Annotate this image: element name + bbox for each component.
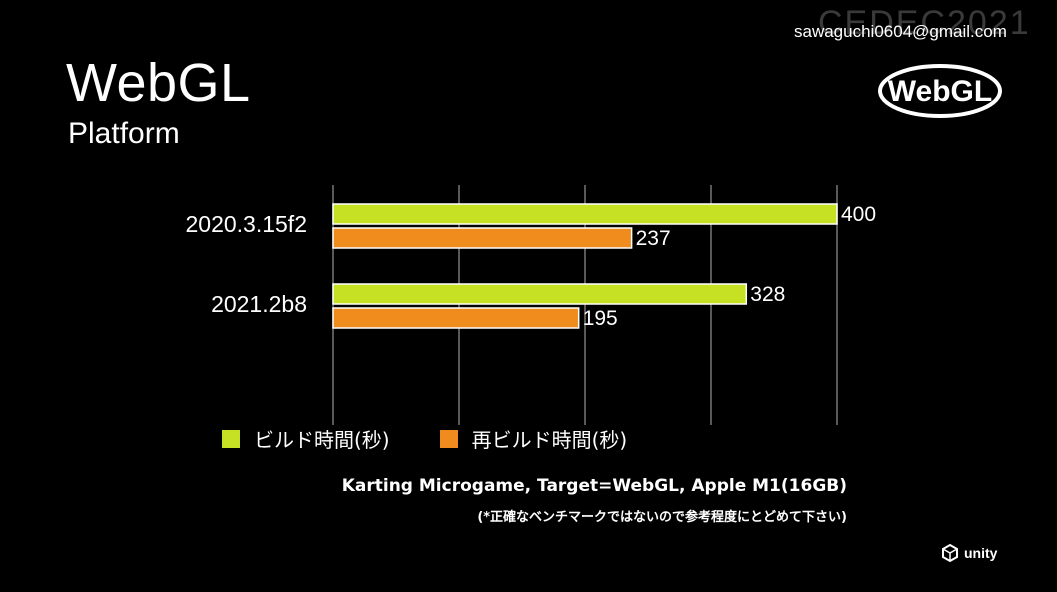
- bar-rebuild-time: [332, 307, 580, 329]
- legend-label-rebuild: 再ビルド時間(秒): [471, 428, 628, 452]
- page-title: WebGL: [66, 53, 251, 113]
- watermark: CEDEC2021: [818, 4, 1031, 42]
- data-label: 400: [841, 203, 876, 226]
- benchmark-disclaimer: (*正確なベンチマークではないので参考程度にとどめて下さい): [477, 510, 847, 525]
- legend-swatch-rebuild: [439, 429, 458, 448]
- data-label: 328: [750, 283, 785, 306]
- data-label: 237: [636, 227, 671, 250]
- chart-legend: ビルド時間(秒) 再ビルド時間(秒): [222, 424, 677, 453]
- unity-logo-icon: [942, 543, 958, 563]
- legend-item-rebuild: 再ビルド時間(秒): [439, 424, 628, 453]
- legend-swatch-build: [222, 429, 240, 448]
- email-overlay: sawaguchi0604@gmail.com: [794, 22, 1007, 41]
- bar-build-time: [332, 283, 748, 305]
- legend-item-build: ビルド時間(秒): [222, 424, 390, 453]
- unity-brand: unity: [940, 543, 997, 563]
- data-label: 195: [583, 307, 618, 330]
- benchmark-description: Karting Microgame, Target=WebGL, Apple M…: [341, 476, 847, 496]
- webgl-logo: WebGL: [878, 64, 1002, 118]
- bar-build-time: [332, 203, 838, 225]
- webgl-logo-text: WebGL: [888, 75, 992, 108]
- legend-label-build: ビルド時間(秒): [254, 428, 390, 452]
- webgl-logo-ring: [878, 64, 1002, 118]
- unity-brand-text: unity: [964, 545, 998, 561]
- page-subtitle: Platform: [68, 117, 180, 150]
- bar-rebuild-time: [332, 227, 633, 249]
- category-label: 2020.3.15f2: [185, 211, 307, 237]
- category-label: 2021.2b8: [211, 291, 307, 317]
